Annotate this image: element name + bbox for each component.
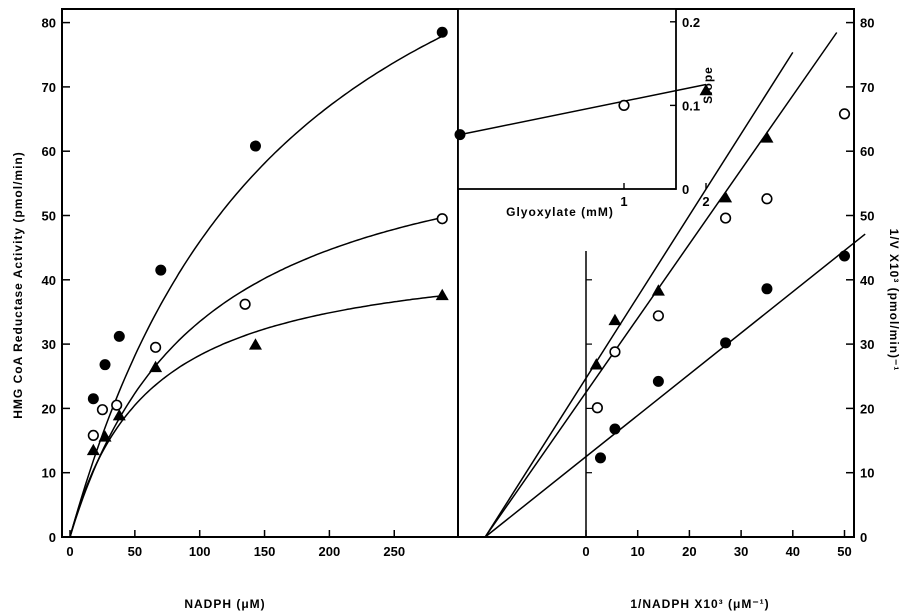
left-x-tick-label: 200 [319, 544, 341, 559]
left-x-tick-label: 250 [383, 544, 405, 559]
right-fit-line-1 [484, 233, 866, 538]
right-point-filled-circle [839, 250, 850, 262]
left-point-open-circle [150, 341, 162, 353]
right-point-open-circle [761, 193, 773, 205]
left-point-filled-triangle [98, 430, 112, 442]
left-point-filled-triangle [248, 338, 262, 350]
left-x-tick-label: 150 [254, 544, 276, 559]
left-point-open-circle [87, 429, 99, 442]
right-y-tick-label: 70 [860, 80, 874, 95]
right-point-open-circle [652, 310, 664, 322]
inset-y-tick-label: 0 [682, 182, 689, 197]
inset-x-tick-label: 2 [702, 194, 709, 209]
right-y-tick-label: 60 [860, 144, 874, 159]
right-y-tick-label: 20 [860, 401, 874, 416]
right-y-axis-label: 1/V X10³ (pmol/min)⁻¹ [887, 229, 901, 372]
right-x-tick-label: 0 [582, 544, 589, 559]
right-point-open-circle [609, 346, 621, 358]
left-point-filled-circle [113, 330, 125, 342]
left-fit-curve-3 [69, 295, 441, 538]
right-fit-line-3 [484, 51, 794, 538]
inset-point-open-circle [618, 99, 630, 111]
left-fit-curve-2 [69, 217, 442, 538]
left-y-tick-label: 60 [42, 144, 56, 159]
right-x-tick-label: 50 [837, 544, 851, 559]
right-y-tick-label: 10 [860, 466, 874, 481]
right-y-tick-label: 40 [860, 273, 874, 288]
right-x-tick-label: 10 [630, 544, 644, 559]
left-y-axis-label: HMG CoA Reductase Activity (pmol/min) [11, 151, 25, 418]
inset-ticks: 1 20 0.1 0.2 [620, 15, 709, 209]
right-point-filled-circle [609, 423, 621, 435]
left-point-open-circle [436, 213, 448, 225]
right-y-tick-label: 80 [860, 16, 874, 31]
left-point-filled-circle [87, 393, 99, 405]
left-y-tick-label: 20 [42, 401, 56, 416]
right-point-open-circle [591, 402, 603, 414]
inset-y-tick-label: 0.2 [682, 15, 700, 30]
left-y-tick-label: 50 [42, 209, 56, 224]
right-lines [484, 32, 866, 538]
right-point-filled-triangle [719, 190, 733, 203]
left-point-filled-circle [436, 26, 448, 38]
left-point-open-circle [239, 298, 251, 310]
right-x-tick-label: 40 [786, 544, 800, 559]
inset-points [454, 83, 713, 141]
left-point-filled-triangle [86, 443, 100, 456]
right-x-axis-label: 1/NADPH X10³ (μM⁻¹) [630, 597, 769, 611]
left-point-filled-triangle [112, 408, 126, 421]
right-x-tick-label: 30 [734, 544, 748, 559]
left-x-ticks: 0 50 100 150 200 250 [66, 530, 405, 559]
inset-frame [457, 8, 677, 190]
right-fit-line-2 [484, 32, 838, 538]
inset-point-filled-triangle [699, 83, 713, 96]
right-x-tick-label: 20 [682, 544, 696, 559]
left-point-open-circle [96, 404, 109, 416]
right-point-filled-triangle [608, 313, 622, 326]
left-x-tick-label: 0 [66, 544, 73, 559]
right-point-filled-circle [720, 337, 732, 349]
inset-line [459, 83, 707, 136]
left-x-tick-label: 100 [189, 544, 211, 559]
left-point-filled-triangle [149, 360, 163, 373]
left-point-filled-circle [99, 359, 111, 371]
inset-fit-line [459, 83, 707, 136]
left-y-ticks: 0 10 20 30 40 50 60 70 80 [42, 16, 70, 545]
left-fit-curve-1 [69, 36, 442, 538]
right-y-tick-label: 50 [860, 209, 874, 224]
right-point-filled-triangle [589, 358, 603, 370]
left-points [86, 26, 449, 456]
right-point-filled-triangle [760, 131, 774, 143]
inset-y-tick-label: 0.1 [682, 98, 700, 113]
left-point-filled-circle [249, 140, 261, 152]
left-curves [69, 36, 442, 538]
inset-point-filled-circle [454, 129, 466, 141]
left-y-tick-label: 70 [42, 80, 56, 95]
left-y-tick-label: 30 [42, 337, 56, 352]
right-point-filled-circle [652, 375, 664, 387]
right-point-filled-triangle [651, 284, 665, 296]
left-x-axis-label: NADPH (μM) [184, 597, 265, 611]
inset-y-axis-label: Slope [701, 66, 715, 104]
inset-x-tick-label: 1 [620, 194, 627, 209]
left-point-filled-triangle [435, 288, 449, 301]
left-point-filled-circle [155, 264, 167, 276]
right-points [589, 108, 851, 464]
left-y-tick-label: 0 [49, 530, 56, 545]
left-y-tick-label: 80 [42, 16, 56, 31]
right-y-tick-label: 30 [860, 337, 874, 352]
left-point-open-circle [111, 399, 123, 411]
left-y-tick-label: 40 [42, 273, 56, 288]
right-y-tick-label: 0 [860, 530, 867, 545]
inset-x-axis-label: Glyoxylate (mM) [506, 205, 614, 219]
right-point-filled-circle [594, 452, 606, 464]
left-x-tick-label: 50 [128, 544, 142, 559]
right-point-filled-circle [761, 283, 773, 295]
right-point-open-circle [838, 108, 851, 120]
right-point-open-circle [719, 212, 732, 224]
right-x-ticks: 0 10 20 30 40 50 [582, 530, 852, 559]
left-y-tick-label: 10 [42, 466, 56, 481]
